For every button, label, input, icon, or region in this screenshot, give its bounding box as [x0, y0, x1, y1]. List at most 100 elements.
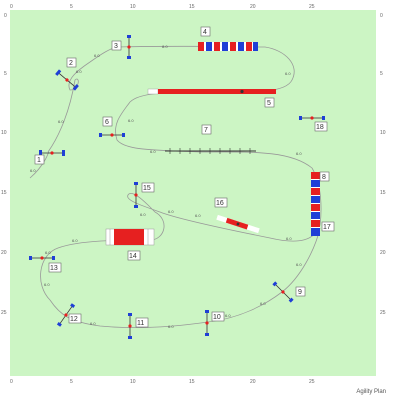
distance-label: 6.0 [168, 209, 174, 214]
wing-left-icon [39, 150, 42, 156]
obstacle-5-dogwalk[interactable] [147, 88, 276, 95]
y-tick: 25 [380, 310, 386, 316]
y-tick: 0 [380, 13, 383, 19]
y-tick: 0 [4, 13, 7, 19]
bar-center-icon [205, 321, 209, 325]
distance-label: 6.0 [128, 118, 134, 123]
label-1: 1 [37, 157, 41, 164]
distance-labels: 6.0 6.0 6.0 8.0 6.0 6.0 6.0 6.0 6.0 6.0 … [30, 44, 302, 329]
distance-label: 6.0 [72, 238, 78, 243]
x-tick: 20 [250, 4, 256, 10]
wing-left-icon [127, 35, 131, 38]
bar-center-icon [127, 45, 131, 49]
obstacle-11-jump[interactable] [128, 313, 132, 339]
distance-label: 6.0 [44, 282, 50, 287]
x-tick: 5 [70, 379, 73, 385]
distance-label: 6.0 [168, 324, 174, 329]
x-tick: 20 [250, 379, 256, 385]
number-labels: 1 2 3 4 5 6 7 8 9 10 11 12 13 14 15 16 1 [34, 26, 335, 328]
wing-right-icon [128, 336, 132, 339]
label-14: 14 [129, 253, 137, 260]
distance-label: 6.0 [30, 168, 36, 173]
y-ticks-left: 0 5 10 15 20 25 [1, 13, 7, 316]
obstacle-1-jump[interactable] [39, 150, 65, 156]
x-tick: 25 [309, 4, 315, 10]
label-3: 3 [114, 43, 118, 50]
distance-label: 6.0 [94, 53, 100, 58]
bar-center-icon [40, 256, 44, 260]
obstacle-15-jump[interactable] [134, 182, 138, 208]
obstacle-16-seesaw[interactable] [216, 214, 260, 234]
x-tick: 15 [189, 379, 195, 385]
label-18: 18 [316, 124, 324, 131]
obstacle-2-jump[interactable] [55, 69, 79, 91]
wing-left-icon [55, 69, 62, 76]
distance-label: 6.0 [195, 213, 201, 218]
label-11: 11 [137, 320, 144, 327]
distance-label: 6.0 [90, 321, 96, 326]
wing-right-icon [52, 256, 55, 260]
y-tick: 15 [380, 190, 386, 196]
x-tick: 10 [130, 379, 136, 385]
x-ticks-top: 0 5 10 15 20 25 [10, 4, 315, 10]
y-tick: 10 [1, 130, 7, 136]
distance-label: 6.0 [296, 262, 302, 267]
obstacle-3-jump[interactable] [127, 35, 131, 59]
obstacle-4-weave[interactable] [198, 42, 258, 51]
obstacle-7-weave[interactable] [165, 148, 256, 154]
x-tick: 0 [10, 4, 13, 10]
distance-label: 6.0 [58, 119, 64, 124]
wing-right-icon [288, 297, 294, 303]
distance-label: 6.0 [260, 301, 266, 306]
x-tick: 0 [10, 379, 13, 385]
label-6: 6 [105, 119, 109, 126]
dogwalk-plank [158, 89, 276, 94]
bar-center-icon [310, 116, 314, 120]
distance-label: 6.0 [45, 250, 51, 255]
label-7: 7 [204, 127, 208, 134]
wing-right-icon [205, 333, 209, 336]
distance-label: 6.0 [150, 149, 156, 154]
wing-right-icon [134, 205, 138, 208]
y-tick: 15 [1, 190, 7, 196]
y-tick: 20 [380, 250, 386, 256]
obstacle-9-jump[interactable] [272, 281, 294, 303]
obstacle-10-jump[interactable] [205, 310, 209, 336]
label-2: 2 [69, 60, 73, 67]
distance-label: 6.0 [140, 212, 146, 217]
y-tick: 25 [1, 310, 7, 316]
obstacle-13-jump[interactable] [29, 256, 55, 260]
bar-center-icon [50, 151, 54, 155]
dogwalk-center-icon [240, 89, 244, 94]
obstacle-6-jump[interactable] [99, 133, 125, 137]
distance-label: 6.0 [76, 69, 82, 74]
bar-center-icon [281, 290, 285, 294]
obstacle-18-jump[interactable] [299, 116, 325, 120]
label-4: 4 [203, 29, 207, 36]
wing-right-icon [322, 116, 325, 120]
x-tick: 25 [309, 379, 315, 385]
x-tick: 5 [70, 4, 73, 10]
obstacle-14-tunnel[interactable] [105, 228, 155, 246]
wing-left-icon [99, 133, 102, 137]
obstacle-12-jump[interactable] [56, 303, 76, 327]
distance-label: 6.0 [285, 71, 291, 76]
y-tick: 5 [380, 71, 383, 77]
obstacle-8-17-aframe[interactable] [311, 172, 320, 236]
label-15: 15 [143, 185, 151, 192]
wing-left-icon [272, 281, 278, 287]
tunnel-body [114, 229, 144, 245]
label-10: 10 [213, 314, 221, 321]
distance-label: 8.0 [162, 44, 168, 49]
label-12: 12 [70, 316, 78, 323]
bar-center-icon [128, 324, 132, 328]
app-label: Agility Plan [356, 389, 386, 395]
x-tick: 15 [189, 4, 195, 10]
label-17: 17 [323, 224, 331, 231]
y-ticks-right: 0 5 10 15 20 25 [380, 13, 386, 316]
field [10, 10, 376, 376]
wing-left-icon [56, 322, 62, 327]
label-13: 13 [50, 265, 58, 272]
bar-center-icon [65, 78, 69, 82]
